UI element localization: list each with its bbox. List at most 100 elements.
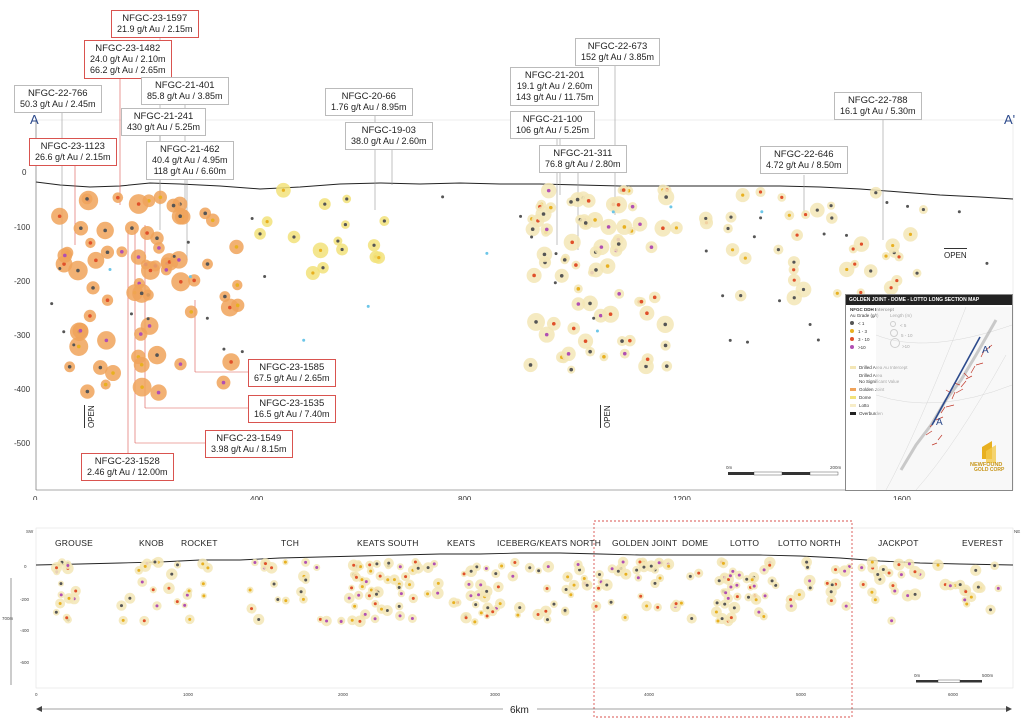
y-tick-0: 0	[22, 168, 27, 177]
regional-intercept	[876, 572, 880, 576]
section-start-label: A	[30, 112, 39, 127]
regional-intercept	[544, 609, 548, 613]
lower-x-tick-3000: 3000	[490, 692, 501, 697]
callout-intercept: 40.4 g/t Au / 4.95m	[152, 155, 228, 165]
lotto-intercept	[570, 240, 575, 245]
golden-joint-intercept	[57, 214, 62, 219]
lotto-east-intercept	[830, 216, 834, 220]
regional-intercept	[325, 619, 329, 623]
regional-intercept	[762, 568, 766, 572]
regional-intercept	[411, 596, 415, 600]
regional-intercept	[636, 576, 640, 580]
golden-joint-intercept	[85, 389, 90, 394]
callout-intercept: 76.8 g/t Au / 2.80m	[545, 159, 621, 169]
lotto-intercept	[616, 242, 621, 246]
regional-intercept	[185, 593, 189, 597]
regional-intercept	[860, 566, 864, 570]
lotto-intercept	[652, 295, 657, 300]
lotto-intercept	[663, 322, 668, 327]
regional-intercept	[494, 572, 498, 576]
regional-intercept	[870, 560, 874, 564]
regional-intercept	[128, 596, 132, 600]
lotto-east-intercept	[792, 278, 796, 282]
golden-joint-intercept	[164, 268, 169, 272]
dome-intercept	[336, 239, 340, 243]
lotto-intercept	[559, 274, 564, 278]
regional-intercept	[913, 592, 917, 596]
callout-nfgc-21-201: NFGC-21-201 19.1 g/t Au / 2.60m 143 g/t …	[510, 67, 600, 106]
golden-joint-intercept	[192, 278, 196, 283]
golden-joint-intercept	[111, 371, 115, 375]
upper-y-axis: 0 -100 -200 -300 -400 -500	[14, 120, 37, 490]
callout-nfgc-22-673: NFGC-22-673 152 g/t Au / 3.85m	[575, 38, 661, 66]
deposit-rocket: ROCKET	[181, 538, 218, 548]
lotto-intercept	[548, 205, 553, 210]
regional-intercept	[891, 584, 895, 588]
regional-intercept	[486, 606, 490, 610]
regional-intercept	[747, 595, 751, 599]
regional-intercept	[731, 569, 735, 573]
regional-intercept	[969, 595, 973, 599]
dome-intercept	[323, 202, 327, 206]
regional-intercept	[432, 562, 436, 566]
callout-nfgc-23-1528: NFGC-23-1528 2.46 g/t Au / 12.00m	[81, 453, 174, 481]
regional-intercept	[948, 584, 952, 588]
regional-intercept	[426, 566, 430, 570]
callout-nfgc-21-241: NFGC-21-241 430 g/t Au / 5.25m	[121, 108, 207, 136]
callout-intercept: 67.5 g/t Au / 2.65m	[254, 373, 330, 383]
lotto-intercept	[628, 338, 632, 343]
regional-intercept	[272, 582, 276, 586]
lotto-intercept	[630, 204, 635, 209]
regional-intercept	[498, 602, 502, 606]
regional-intercept	[528, 566, 532, 570]
upper-scale-bar: 0m 200m	[726, 465, 842, 476]
lotto-east-intercept	[674, 226, 679, 230]
regional-intercept	[569, 593, 573, 597]
x-tick-1200: 1200	[673, 495, 691, 500]
golden-joint-intercept	[62, 262, 66, 266]
lotto-east-intercept	[815, 208, 819, 212]
lotto-intercept	[575, 197, 580, 202]
callout-hole-id: NFGC-21-201	[524, 70, 585, 81]
callout-intercept: 143 g/t Au / 11.75m	[516, 92, 594, 102]
callout-nfgc-19-03: NFGC-19-03 38.0 g/t Au / 2.60m	[345, 122, 433, 150]
cream-swatch-icon	[850, 366, 856, 369]
inset-a-prime-label: A'	[982, 345, 991, 356]
golden-joint-intercept	[138, 332, 143, 336]
regional-intercept	[594, 604, 598, 608]
regional-intercept	[398, 614, 402, 618]
lower-scale-end: 500m	[982, 673, 994, 678]
lotto-intercept	[530, 227, 535, 232]
drill-point	[554, 252, 558, 256]
golden-joint-intercept	[171, 203, 176, 208]
callout-intercept: 106 g/t Au / 5.25m	[516, 125, 590, 135]
deposit-tch: TCH	[281, 538, 300, 548]
lotto-east-intercept	[829, 204, 833, 208]
regional-intercept	[861, 583, 865, 587]
regional-intercept	[727, 578, 731, 582]
lotto-east-intercept	[741, 193, 745, 197]
regional-intercept	[642, 565, 646, 569]
regional-intercept	[989, 608, 993, 612]
deposit-golden-joint: GOLDEN JOINT	[612, 538, 678, 548]
legend-area-5: Dome	[850, 395, 871, 400]
regional-intercept	[283, 560, 287, 564]
regional-intercept	[347, 596, 351, 600]
drill-point	[906, 204, 910, 208]
drill-point	[985, 261, 989, 265]
regional-intercept	[893, 589, 897, 593]
inset-section-line	[931, 336, 981, 426]
regional-intercept	[597, 586, 601, 590]
callout-hole-id: NFGC-22-766	[27, 88, 88, 99]
regional-intercept	[899, 573, 903, 577]
lotto-east-intercept	[853, 262, 857, 266]
regional-intercept	[74, 589, 78, 593]
regional-intercept	[645, 604, 649, 608]
sw-label: SW	[26, 529, 34, 534]
deposit-everest: EVEREST	[962, 538, 1004, 548]
legend-grade-4: >10	[850, 345, 866, 350]
regional-intercept	[789, 598, 793, 602]
ne-label: NE	[1014, 529, 1020, 534]
lotto-intercept	[639, 299, 644, 304]
regional-intercept	[485, 589, 489, 593]
